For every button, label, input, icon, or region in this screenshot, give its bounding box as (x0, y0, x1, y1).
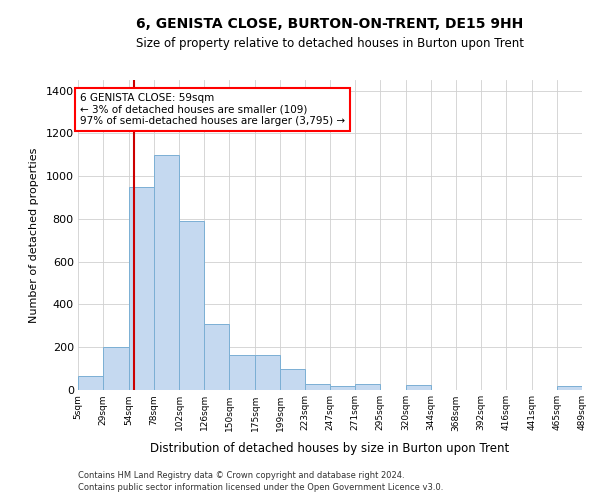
Bar (355, 384, 380, 390)
Text: 6, GENISTA CLOSE, BURTON-ON-TRENT, DE15 9HH: 6, GENISTA CLOSE, BURTON-ON-TRENT, DE15 … (136, 18, 524, 32)
Y-axis label: Number of detached properties: Number of detached properties (29, 148, 39, 322)
Bar (154, 155, 179, 390)
Bar (305, 384, 330, 390)
Bar (406, 384, 431, 390)
Bar (129, 187, 154, 390)
Text: Contains HM Land Registry data © Crown copyright and database right 2024.: Contains HM Land Registry data © Crown c… (78, 471, 404, 480)
Bar (78, 376, 103, 390)
Bar (255, 354, 280, 390)
Bar (103, 347, 129, 390)
Bar (204, 324, 229, 390)
Bar (280, 368, 305, 390)
Bar (229, 354, 255, 390)
Text: Size of property relative to detached houses in Burton upon Trent: Size of property relative to detached ho… (136, 38, 524, 51)
Text: 6 GENISTA CLOSE: 59sqm
← 3% of detached houses are smaller (109)
97% of semi-det: 6 GENISTA CLOSE: 59sqm ← 3% of detached … (80, 93, 345, 126)
Text: Contains public sector information licensed under the Open Government Licence v3: Contains public sector information licen… (78, 484, 443, 492)
X-axis label: Distribution of detached houses by size in Burton upon Trent: Distribution of detached houses by size … (151, 442, 509, 454)
Bar (330, 386, 355, 390)
Bar (179, 221, 204, 390)
Bar (557, 386, 582, 390)
